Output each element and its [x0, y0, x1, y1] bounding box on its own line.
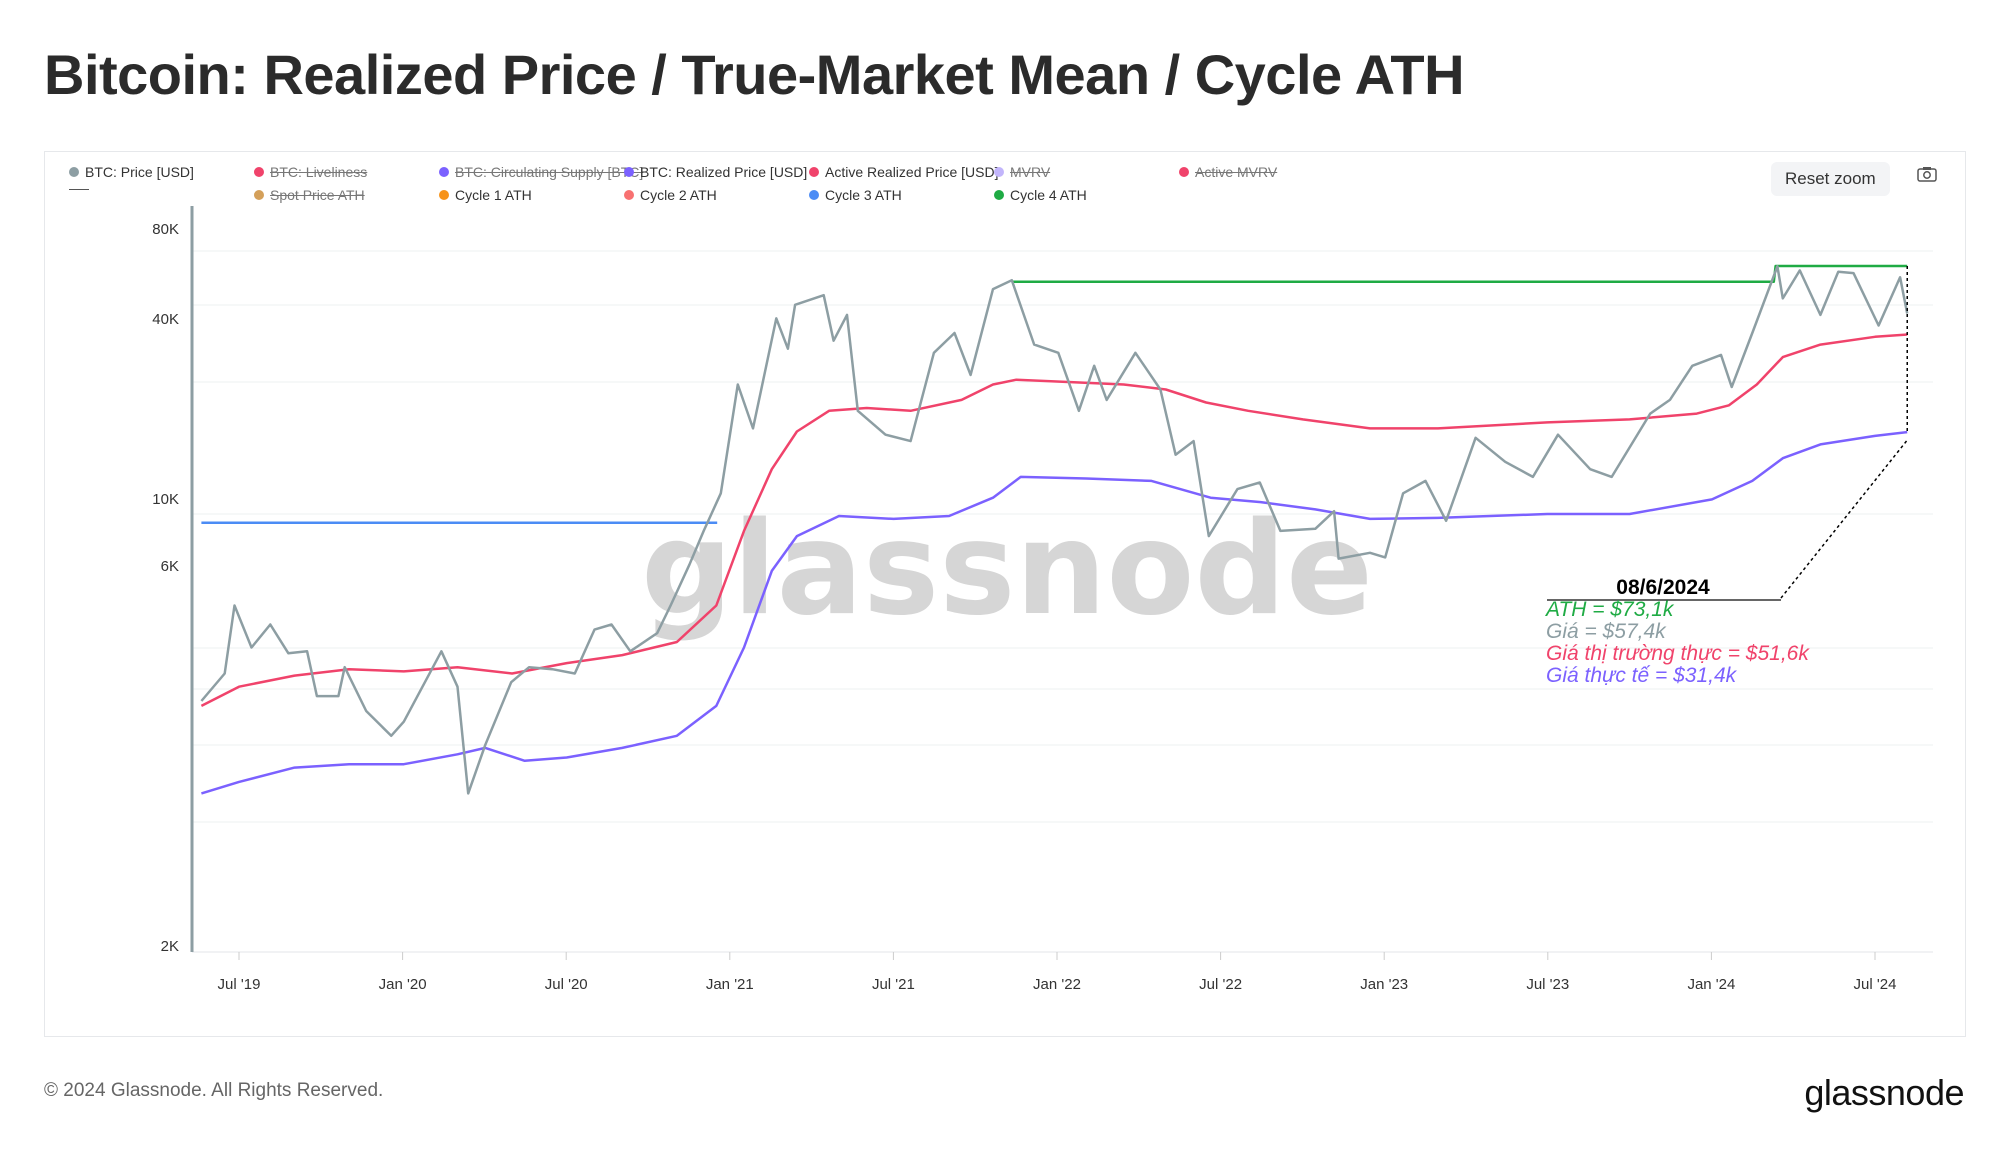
legend-label: BTC: Price [USD]	[85, 164, 194, 180]
y-tick-label: 2K	[161, 938, 179, 955]
legend-label: MVRV	[1010, 164, 1051, 180]
legend-marker-icon	[69, 167, 79, 177]
legend-line-icon	[69, 189, 89, 190]
annotation-price: Giá = $57,4k	[1546, 620, 1666, 643]
x-tick-label: Jan '23	[1360, 976, 1408, 993]
legend-item[interactable]	[69, 187, 89, 190]
annotation-ath: ATH = $73,1k	[1546, 598, 1674, 621]
annotation-date: 08/6/2024	[1616, 576, 1710, 599]
legend-label: Cycle 2 ATH	[640, 187, 717, 203]
series-line-btc-realized-price-usd-	[201, 430, 1908, 795]
legend-item[interactable]: Cycle 4 ATH	[994, 187, 1087, 203]
legend-item[interactable]: Spot Price ATH	[254, 187, 365, 203]
legend-label: BTC: Circulating Supply [BTC]	[455, 164, 644, 180]
legend-marker-icon	[439, 167, 449, 177]
glassnode-logo[interactable]: glassnode	[1804, 1072, 1964, 1113]
legend-item[interactable]: BTC: Realized Price [USD]	[624, 164, 807, 180]
legend-label: Active Realized Price [USD]	[825, 164, 999, 180]
series-line-active-realized-price-usd-	[200, 333, 1908, 708]
legend-item[interactable]: Cycle 3 ATH	[809, 187, 902, 203]
x-tick-label: Jul '24	[1854, 976, 1897, 993]
reset-zoom-button[interactable]: Reset zoom	[1771, 162, 1890, 196]
legend-marker-icon	[809, 167, 819, 177]
legend-label: Cycle 4 ATH	[1010, 187, 1087, 203]
x-tick-label: Jan '24	[1687, 976, 1735, 993]
legend-label: Cycle 1 ATH	[455, 187, 532, 203]
camera-icon[interactable]	[1917, 166, 1937, 182]
legend-item[interactable]: BTC: Liveliness	[254, 164, 367, 180]
y-tick-label: 40K	[152, 311, 179, 328]
legend-item[interactable]: Cycle 1 ATH	[439, 187, 532, 203]
legend-label: BTC: Liveliness	[270, 164, 368, 180]
chart-svg[interactable]: glassnode 80K 40K 10K 6K 2K Jul '19 Jan '20 Jul …	[45, 152, 1965, 1036]
x-tick-label: Jul '21	[872, 976, 915, 993]
page-title: Bitcoin: Realized Price / True-Market Me…	[44, 43, 1465, 106]
legend-marker-icon	[809, 190, 819, 200]
legend-marker-icon	[1179, 167, 1189, 177]
legend-item[interactable]: Active Realized Price [USD]	[809, 164, 999, 180]
legend-item[interactable]: BTC: Price [USD]	[69, 164, 194, 180]
legend-marker-icon	[624, 190, 634, 200]
legend-item[interactable]: MVRV	[994, 164, 1050, 180]
y-tick-label: 10K	[152, 491, 179, 508]
series-line-btc-price-usd-	[200, 265, 1909, 795]
legend-label: Cycle 3 ATH	[825, 187, 902, 203]
watermark: glassnode	[641, 495, 1373, 644]
legend-item[interactable]: BTC: Circulating Supply [BTC]	[439, 164, 643, 180]
y-tick-label: 80K	[152, 221, 179, 238]
chart-container: glassnode 80K 40K 10K 6K 2K Jul '19 Jan '20 Jul …	[44, 151, 1966, 1037]
legend-item[interactable]: Cycle 2 ATH	[624, 187, 717, 203]
legend-marker-icon	[624, 167, 634, 177]
legend-label: BTC: Realized Price [USD]	[640, 164, 808, 180]
x-tick-label: Jul '20	[545, 976, 588, 993]
legend-item[interactable]: Active MVRV	[1179, 164, 1277, 180]
y-tick-label: 6K	[161, 558, 179, 575]
copyright: © 2024 Glassnode. All Rights Reserved.	[44, 1080, 384, 1101]
legend-marker-icon	[254, 190, 264, 200]
legend-label: Active MVRV	[1195, 164, 1278, 180]
legend-marker-icon	[994, 167, 1004, 177]
x-tick-label: Jan '20	[379, 976, 427, 993]
x-tick-label: Jul '23	[1526, 976, 1569, 993]
annotation-true-market-mean: Giá thị trường thực = $51,6k	[1546, 642, 1809, 665]
x-tick-label: Jul '22	[1199, 976, 1242, 993]
annotation-leader-line	[1780, 439, 1908, 599]
annotation-realized-price: Giá thực tế = $31,4k	[1546, 664, 1737, 687]
x-tick-label: Jan '21	[706, 976, 754, 993]
legend-label: Spot Price ATH	[270, 187, 365, 203]
x-tick-label: Jan '22	[1033, 976, 1081, 993]
legend-marker-icon	[994, 190, 1004, 200]
legend-marker-icon	[254, 167, 264, 177]
x-tick-label: Jul '19	[218, 976, 261, 993]
legend-marker-icon	[439, 190, 449, 200]
